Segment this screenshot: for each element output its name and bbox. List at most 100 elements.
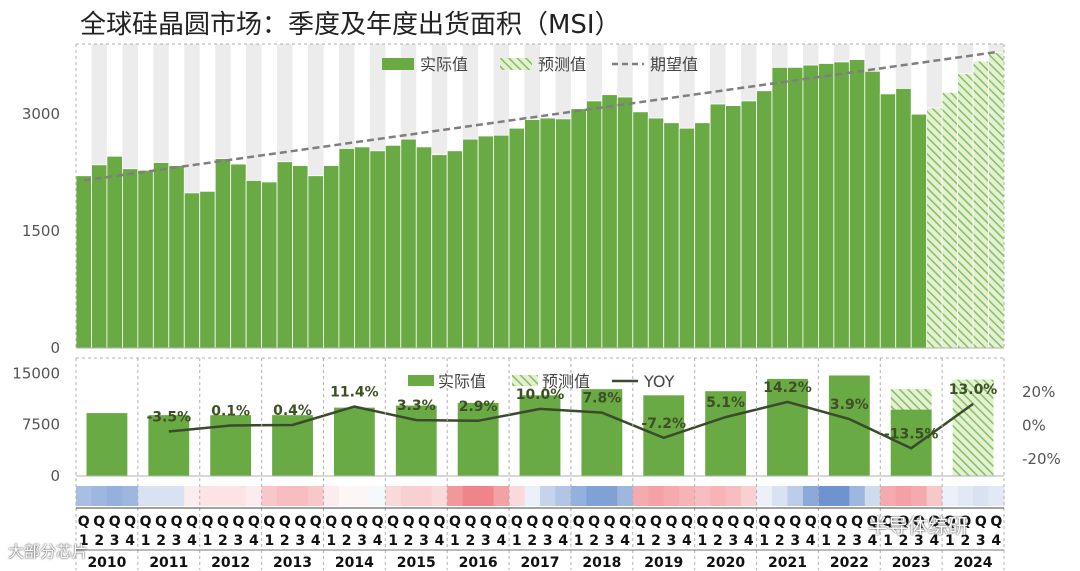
actual-bar	[137, 169, 154, 349]
heat-cell	[215, 486, 232, 506]
actual-bar	[493, 134, 510, 349]
quarter-number-label: 1	[388, 533, 398, 549]
annual-actual-bar	[581, 389, 623, 476]
quarter-prefix-label: Q	[542, 514, 554, 530]
quarter-number-label: 1	[512, 533, 522, 549]
heat-cell	[725, 486, 742, 506]
heat-cell	[864, 486, 881, 506]
quarter-number-label: 2	[280, 533, 290, 549]
heat-cell	[354, 486, 371, 506]
heat-cell	[199, 486, 216, 506]
year-label: 2020	[706, 555, 745, 571]
heat-cell	[756, 486, 773, 506]
quarter-prefix-label: Q	[666, 514, 678, 530]
quarter-prefix-label: Q	[743, 514, 755, 530]
heat-cell	[122, 486, 139, 506]
heat-cell	[741, 486, 758, 506]
top-y-tick-label: 0	[50, 339, 60, 357]
yoy-data-label: 7.8%	[582, 391, 621, 407]
forecast-bar	[941, 91, 959, 349]
quarter-number-label: 3	[110, 533, 120, 549]
actual-bar	[647, 117, 665, 349]
annual-actual-bar	[148, 415, 190, 476]
quarter-number-label: 4	[558, 533, 568, 549]
heat-cell	[478, 486, 495, 506]
legend-label-forecast: 预测值	[542, 372, 590, 391]
actual-bar	[384, 144, 402, 349]
bottom-y2-tick-label: 20%	[1022, 383, 1055, 401]
heat-cell	[447, 486, 464, 506]
actual-bar	[400, 138, 417, 349]
heat-cell	[106, 486, 123, 506]
quarter-number-label: 1	[759, 533, 769, 549]
quarter-number-label: 4	[311, 533, 321, 549]
actual-bar	[183, 192, 201, 349]
heat-cell	[818, 486, 835, 506]
heat-cell	[632, 486, 649, 506]
quarter-number-label: 4	[373, 533, 383, 549]
yoy-data-label: -13.5%	[884, 426, 938, 442]
quarter-prefix-label: Q	[434, 514, 446, 530]
year-label: 2015	[397, 555, 436, 571]
actual-bar	[864, 70, 881, 349]
quarter-prefix-label: Q	[372, 514, 384, 530]
quarter-number-label: 3	[667, 533, 677, 549]
quarter-prefix-label: Q	[867, 514, 879, 530]
watermark-left: 大部分芯片	[8, 542, 89, 561]
quarter-prefix-label: Q	[78, 514, 90, 530]
actual-bar	[725, 105, 742, 349]
actual-bar	[895, 88, 912, 349]
annual-actual-bar	[643, 395, 685, 476]
actual-bar	[91, 164, 108, 349]
actual-bar	[261, 181, 278, 349]
heat-cell	[601, 486, 618, 506]
legend-label-forecast: 预测值	[538, 55, 586, 74]
quarter-number-label: 1	[450, 533, 460, 549]
top-y-tick-label: 1500	[22, 222, 60, 240]
legend-label-actual: 实际值	[438, 372, 486, 391]
quarter-number-label: 3	[357, 533, 367, 549]
yoy-data-label: -7.2%	[641, 416, 686, 432]
year-label: 2021	[768, 555, 807, 571]
quarter-prefix-label: Q	[202, 514, 214, 530]
quarter-prefix-label: Q	[727, 514, 739, 530]
quarter-number-label: 2	[466, 533, 476, 549]
legend-swatch-forecast	[500, 58, 532, 70]
heat-cell	[416, 486, 433, 506]
quarter-prefix-label: Q	[248, 514, 260, 530]
quarter-prefix-label: Q	[464, 514, 476, 530]
heat-cell	[338, 486, 355, 506]
actual-bar	[369, 150, 386, 349]
heat-cell	[462, 486, 479, 506]
quarter-number-label: 1	[141, 533, 151, 549]
quarter-prefix-label: Q	[279, 514, 291, 530]
actual-bar	[431, 154, 448, 349]
heat-cell	[369, 486, 386, 506]
quarter-number-label: 3	[728, 533, 738, 549]
quarter-number-label: 1	[574, 533, 584, 549]
heat-cell	[292, 486, 309, 506]
quarter-number-label: 3	[295, 533, 305, 549]
forecast-bar	[957, 73, 974, 349]
actual-bar	[910, 113, 928, 349]
quarter-number-label: 4	[744, 533, 754, 549]
year-label: 2016	[459, 555, 498, 571]
year-label: 2011	[149, 555, 188, 571]
annual-actual-bar	[457, 402, 499, 476]
actual-bar	[199, 190, 216, 349]
quarter-number-label: 1	[264, 533, 274, 549]
heat-cell	[957, 486, 974, 506]
quarter-prefix-label: Q	[820, 514, 832, 530]
quarter-number-label: 2	[156, 533, 166, 549]
quarter-prefix-label: Q	[449, 514, 461, 530]
heat-cell	[184, 486, 201, 506]
actual-bar	[802, 64, 819, 349]
quarter-prefix-label: Q	[387, 514, 399, 530]
quarter-number-label: 1	[203, 533, 213, 549]
quarter-prefix-label: Q	[712, 514, 724, 530]
heat-cell	[91, 486, 108, 506]
year-label: 2019	[644, 555, 683, 571]
quarter-prefix-label: Q	[171, 514, 183, 530]
legend-swatch-forecast	[512, 375, 538, 386]
actual-bar	[307, 175, 324, 349]
